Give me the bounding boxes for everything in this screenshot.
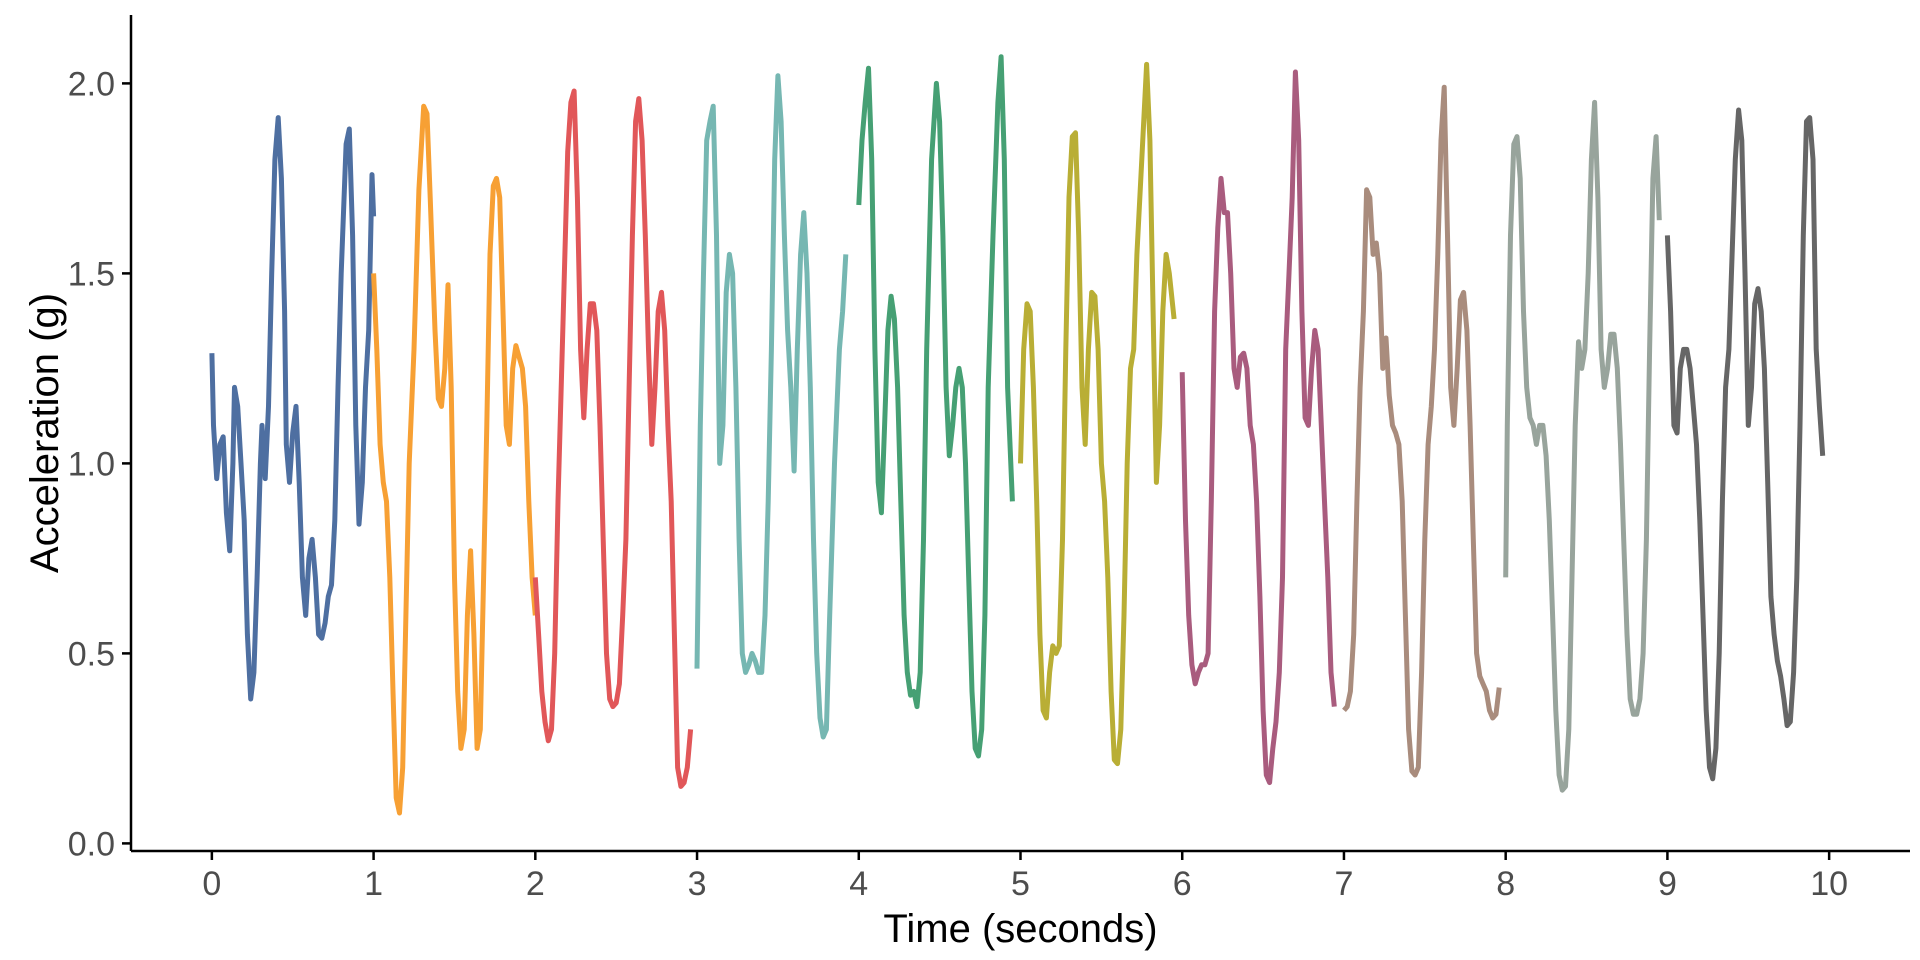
x-tick-label: 4: [849, 865, 868, 903]
series-line-4: [694, 73, 849, 740]
series-line-8: [1342, 84, 1502, 778]
series-line-10: [1664, 107, 1826, 782]
x-tick-label: 2: [526, 865, 545, 903]
x-tick-group: 0 1 2 3 4 5 6 7 8 9 10: [202, 851, 1848, 903]
series-line-5: [856, 54, 1015, 759]
y-tick-label: 0.0: [68, 825, 115, 863]
series-line-9: [1503, 99, 1662, 793]
x-tick-label: 9: [1658, 865, 1677, 903]
series-layer: [209, 54, 1826, 816]
x-axis-title: Time (seconds): [883, 907, 1157, 951]
y-tick-group: 0.0 0.5 1.0 1.5 2.0: [68, 65, 131, 863]
series-line-2: [371, 103, 538, 816]
series-line-3: [532, 88, 694, 789]
series-line-6: [1018, 61, 1177, 767]
series-line-7: [1179, 69, 1337, 786]
x-tick-label: 1: [364, 865, 383, 903]
x-tick-label: 6: [1173, 865, 1192, 903]
x-tick-label: 3: [688, 865, 707, 903]
x-tick-label: 10: [1810, 865, 1848, 903]
x-tick-label: 5: [1011, 865, 1030, 903]
y-axis-title: Acceleration (g): [23, 293, 67, 573]
y-tick-label: 1.0: [68, 445, 115, 483]
y-tick-label: 1.5: [68, 255, 115, 293]
x-tick-label: 7: [1334, 865, 1353, 903]
series-line-1: [209, 115, 377, 702]
x-tick-label: 0: [202, 865, 221, 903]
x-tick-label: 8: [1496, 865, 1515, 903]
y-tick-label: 2.0: [68, 65, 115, 103]
y-tick-label: 0.5: [68, 635, 115, 673]
